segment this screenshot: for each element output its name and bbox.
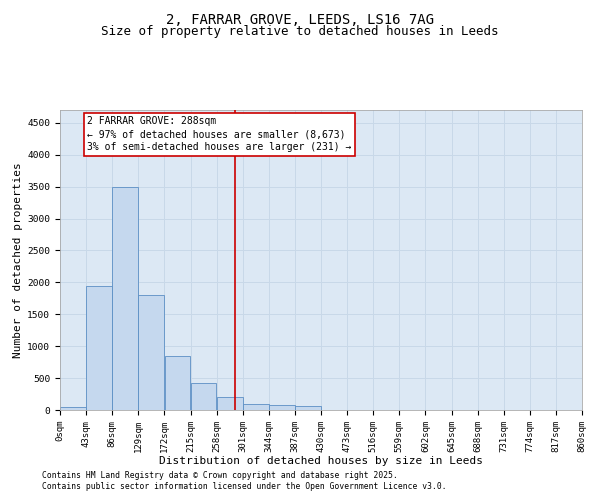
X-axis label: Distribution of detached houses by size in Leeds: Distribution of detached houses by size … bbox=[159, 456, 483, 466]
Text: Contains HM Land Registry data © Crown copyright and database right 2025.: Contains HM Land Registry data © Crown c… bbox=[42, 471, 398, 480]
Y-axis label: Number of detached properties: Number of detached properties bbox=[13, 162, 23, 358]
Bar bbox=[112, 186, 138, 410]
Bar bbox=[217, 397, 242, 410]
Bar bbox=[243, 404, 269, 410]
Text: 2 FARRAR GROVE: 288sqm
← 97% of detached houses are smaller (8,673)
3% of semi-d: 2 FARRAR GROVE: 288sqm ← 97% of detached… bbox=[88, 116, 352, 152]
Text: 2, FARRAR GROVE, LEEDS, LS16 7AG: 2, FARRAR GROVE, LEEDS, LS16 7AG bbox=[166, 12, 434, 26]
Bar bbox=[139, 295, 164, 410]
Text: Size of property relative to detached houses in Leeds: Size of property relative to detached ho… bbox=[101, 25, 499, 38]
Text: Contains public sector information licensed under the Open Government Licence v3: Contains public sector information licen… bbox=[42, 482, 446, 491]
Bar bbox=[295, 406, 321, 410]
Bar bbox=[191, 382, 217, 410]
Bar bbox=[60, 407, 86, 410]
Bar bbox=[86, 286, 112, 410]
Bar bbox=[164, 356, 190, 410]
Bar bbox=[269, 405, 295, 410]
